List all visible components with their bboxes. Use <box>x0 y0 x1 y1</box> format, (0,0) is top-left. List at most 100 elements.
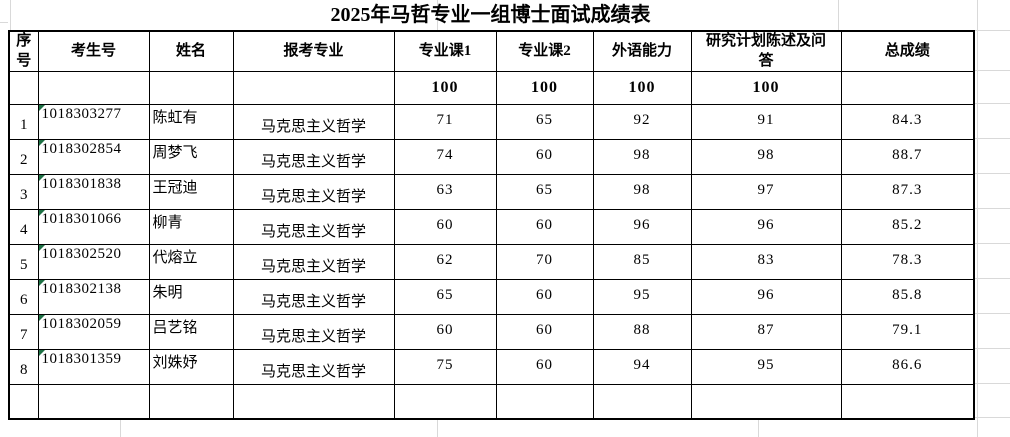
empty-cell[interactable] <box>148 384 234 419</box>
sheet-title[interactable]: 2025年马哲专业一组博士面试成绩表 <box>330 4 651 26</box>
col-header-course2[interactable]: 专业课2 <box>495 30 594 72</box>
cell-candidate-id[interactable]: 1018301359 <box>37 349 150 385</box>
cell-candidate-id[interactable]: 1018302059 <box>37 314 150 350</box>
max-score-cell[interactable]: 100 <box>393 71 497 105</box>
cell-name[interactable]: 周梦飞 <box>148 139 234 175</box>
max-score-cell[interactable] <box>37 71 150 105</box>
cell-plan-score[interactable]: 83 <box>690 244 842 280</box>
cell-name[interactable]: 王冠迪 <box>148 174 234 210</box>
cell-plan-score[interactable]: 91 <box>690 104 842 140</box>
cell-major[interactable]: 马克思主义哲学 <box>232 244 395 280</box>
cell-total-score[interactable]: 85.8 <box>840 279 975 315</box>
cell-candidate-id[interactable]: 1018301838 <box>37 174 150 210</box>
cell-name[interactable]: 陈虹有 <box>148 104 234 140</box>
cell-course1-score[interactable]: 62 <box>393 244 497 280</box>
cell-language-score[interactable]: 92 <box>592 104 692 140</box>
cell-language-score[interactable]: 85 <box>592 244 692 280</box>
cell-index[interactable]: 8 <box>8 349 39 385</box>
col-header-name[interactable]: 姓名 <box>148 30 234 72</box>
cell-language-score[interactable]: 88 <box>592 314 692 350</box>
cell-plan-score[interactable]: 87 <box>690 314 842 350</box>
cell-course2-score[interactable]: 70 <box>495 244 594 280</box>
col-header-no[interactable]: 序号 <box>8 30 39 72</box>
col-header-candidate-id[interactable]: 考生号 <box>37 30 150 72</box>
cell-course1-score[interactable]: 71 <box>393 104 497 140</box>
max-score-cell[interactable]: 100 <box>592 71 692 105</box>
cell-index[interactable]: 3 <box>8 174 39 210</box>
max-score-cell[interactable] <box>148 71 234 105</box>
cell-index[interactable]: 1 <box>8 104 39 140</box>
cell-total-score[interactable]: 85.2 <box>840 209 975 245</box>
cell-course1-score[interactable]: 60 <box>393 314 497 350</box>
cell-name[interactable]: 吕艺铭 <box>148 314 234 350</box>
empty-cell[interactable] <box>840 384 975 419</box>
cell-candidate-id[interactable]: 1018302520 <box>37 244 150 280</box>
cell-candidate-id[interactable]: 1018301066 <box>37 209 150 245</box>
cell-index[interactable]: 2 <box>8 139 39 175</box>
cell-plan-score[interactable]: 95 <box>690 349 842 385</box>
empty-cell[interactable] <box>690 384 842 419</box>
cell-language-score[interactable]: 94 <box>592 349 692 385</box>
empty-cell[interactable] <box>232 384 395 419</box>
cell-course1-score[interactable]: 65 <box>393 279 497 315</box>
col-header-total[interactable]: 总成绩 <box>840 30 975 72</box>
col-header-course1[interactable]: 专业课1 <box>393 30 497 72</box>
cell-name[interactable]: 朱明 <box>148 279 234 315</box>
cell-major[interactable]: 马克思主义哲学 <box>232 209 395 245</box>
cell-total-score[interactable]: 87.3 <box>840 174 975 210</box>
max-score-cell[interactable] <box>8 71 39 105</box>
col-header-major[interactable]: 报考专业 <box>232 30 395 72</box>
cell-major[interactable]: 马克思主义哲学 <box>232 174 395 210</box>
cell-candidate-id[interactable]: 1018302138 <box>37 279 150 315</box>
cell-language-score[interactable]: 98 <box>592 174 692 210</box>
cell-index[interactable]: 7 <box>8 314 39 350</box>
cell-course2-score[interactable]: 60 <box>495 209 594 245</box>
cell-plan-score[interactable]: 96 <box>690 209 842 245</box>
cell-course2-score[interactable]: 60 <box>495 314 594 350</box>
cell-plan-score[interactable]: 96 <box>690 279 842 315</box>
cell-index[interactable]: 6 <box>8 279 39 315</box>
cell-plan-score[interactable]: 97 <box>690 174 842 210</box>
cell-total-score[interactable]: 79.1 <box>840 314 975 350</box>
cell-total-score[interactable]: 84.3 <box>840 104 975 140</box>
cell-major[interactable]: 马克思主义哲学 <box>232 349 395 385</box>
cell-candidate-id[interactable]: 1018302854 <box>37 139 150 175</box>
cell-language-score[interactable]: 98 <box>592 139 692 175</box>
empty-cell[interactable] <box>393 384 497 419</box>
empty-cell[interactable] <box>495 384 594 419</box>
cell-course1-score[interactable]: 60 <box>393 209 497 245</box>
col-header-language[interactable]: 外语能力 <box>592 30 692 72</box>
col-header-plan[interactable]: 研究计划陈述及问答 <box>690 30 842 72</box>
cell-course2-score[interactable]: 60 <box>495 349 594 385</box>
cell-name[interactable]: 柳青 <box>148 209 234 245</box>
max-score-cell[interactable] <box>232 71 395 105</box>
cell-total-score[interactable]: 86.6 <box>840 349 975 385</box>
empty-cell[interactable] <box>592 384 692 419</box>
cell-course2-score[interactable]: 65 <box>495 104 594 140</box>
cell-language-score[interactable]: 95 <box>592 279 692 315</box>
cell-major[interactable]: 马克思主义哲学 <box>232 279 395 315</box>
cell-course2-score[interactable]: 60 <box>495 279 594 315</box>
cell-index[interactable]: 5 <box>8 244 39 280</box>
cell-language-score[interactable]: 96 <box>592 209 692 245</box>
cell-major[interactable]: 马克思主义哲学 <box>232 314 395 350</box>
empty-cell[interactable] <box>8 384 39 419</box>
cell-total-score[interactable]: 88.7 <box>840 139 975 175</box>
cell-name[interactable]: 代熔立 <box>148 244 234 280</box>
cell-name[interactable]: 刘姝妤 <box>148 349 234 385</box>
cell-plan-score[interactable]: 98 <box>690 139 842 175</box>
cell-course1-score[interactable]: 63 <box>393 174 497 210</box>
cell-total-score[interactable]: 78.3 <box>840 244 975 280</box>
cell-course2-score[interactable]: 60 <box>495 139 594 175</box>
cell-course1-score[interactable]: 75 <box>393 349 497 385</box>
cell-index[interactable]: 4 <box>8 209 39 245</box>
cell-course1-score[interactable]: 74 <box>393 139 497 175</box>
max-score-cell[interactable] <box>840 71 975 105</box>
max-score-cell[interactable]: 100 <box>690 71 842 105</box>
cell-major[interactable]: 马克思主义哲学 <box>232 139 395 175</box>
cell-candidate-id[interactable]: 1018303277 <box>37 104 150 140</box>
cell-course2-score[interactable]: 65 <box>495 174 594 210</box>
empty-cell[interactable] <box>37 384 150 419</box>
cell-major[interactable]: 马克思主义哲学 <box>232 104 395 140</box>
max-score-cell[interactable]: 100 <box>495 71 594 105</box>
